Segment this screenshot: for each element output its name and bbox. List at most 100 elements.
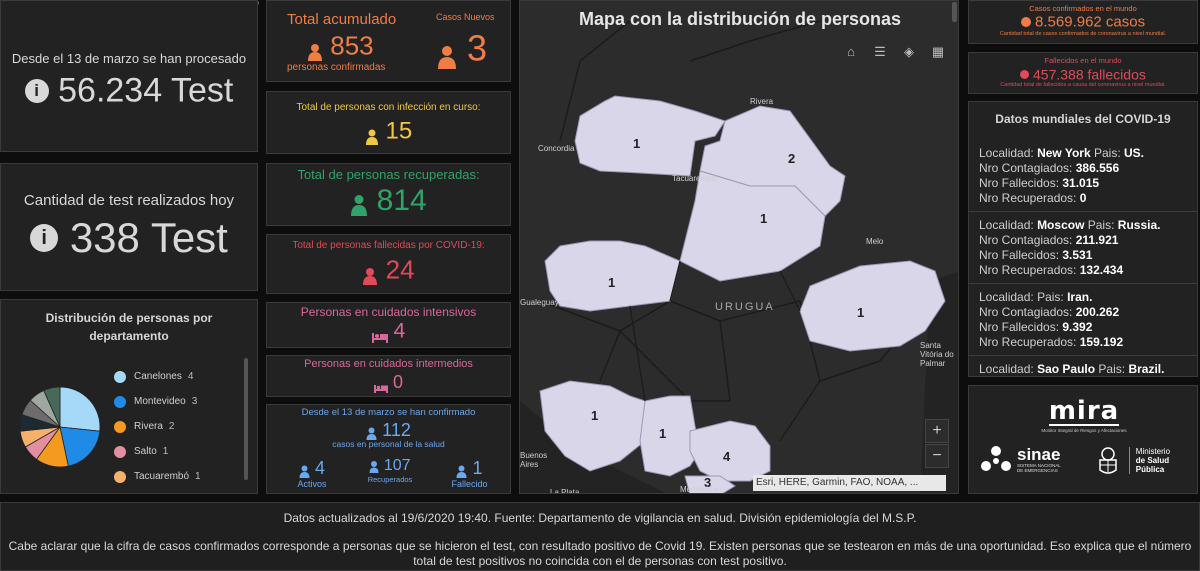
footer-panel: Datos actualizados al 19/6/2020 19:40. F… xyxy=(0,502,1200,571)
legend-value: 1 xyxy=(195,471,201,482)
legend-item[interactable]: Montevideo 3 xyxy=(114,389,239,414)
ministerio-line-1: Ministerio xyxy=(1135,446,1171,456)
ministerio-logo: Ministerio de Salud Pública xyxy=(1094,444,1197,476)
health-recovered-label: Recuperados xyxy=(367,475,413,485)
person-icon xyxy=(307,37,323,62)
country-label: URUGUA xyxy=(715,301,775,313)
distribution-legend: Canelones 4 Montevideo 3 Rivera 2 Salto 1 Tacuar… xyxy=(114,364,239,489)
sinae-logo-sub: SISTEMA NACIONAL DE EMERGENCIAS xyxy=(1017,462,1061,473)
new-cases-value: 3 xyxy=(467,27,488,69)
legend-item[interactable]: Salto 1 xyxy=(114,439,239,464)
recovered-card: Total de personas recuperadas: 814 xyxy=(266,163,511,226)
zoom-out-button[interactable]: − xyxy=(925,444,949,468)
map-title: Mapa con la distribución de personas xyxy=(578,9,902,29)
legend-list-icon[interactable]: ☰ xyxy=(874,44,886,59)
health-recovered-value: 107 xyxy=(383,457,411,474)
world-data-title: Datos mundiales del COVID-19 xyxy=(995,112,1171,126)
health-active-value: 4 xyxy=(315,457,326,478)
world-entry-country-label: Pais: xyxy=(1098,362,1126,376)
world-entry-locality-label: Localidad: xyxy=(979,290,1034,304)
person-icon xyxy=(350,190,368,217)
region-count[interactable]: 1 xyxy=(591,408,599,423)
pie-slice[interactable] xyxy=(59,426,101,467)
legend-value: 2 xyxy=(168,421,175,432)
world-entry-line: Nro Fallecidos: 9.392 xyxy=(979,320,1187,335)
active-infections-card: Total de personas con infección en curso… xyxy=(266,91,511,154)
legend-swatch xyxy=(114,470,126,483)
pie-slice[interactable] xyxy=(43,386,61,428)
legend-item[interactable]: Canelones 4 xyxy=(114,364,239,389)
world-confirmed-label: Casos confirmados en el mundo xyxy=(1029,4,1137,13)
region-count[interactable]: 4 xyxy=(723,449,731,464)
world-entry-country-label: Pais: xyxy=(1087,218,1115,232)
world-entry-locality-label: Localidad: xyxy=(979,146,1034,160)
health-staff-sub: casos en personal de la salud xyxy=(332,438,445,449)
distribution-panel: Distribución de personas por departament… xyxy=(0,299,258,494)
world-entry-recuperados-label: Nro Recuperados: xyxy=(979,191,1077,205)
legend-scrollbar[interactable] xyxy=(244,358,248,480)
region-tacuarembo xyxy=(679,170,826,282)
world-entry-contagiados-label: Nro Contagiados: xyxy=(979,305,1073,319)
world-entry-contagiados-label: Nro Contagiados: xyxy=(979,233,1073,247)
pie-slice[interactable] xyxy=(59,386,101,432)
region-count[interactable]: 1 xyxy=(659,426,667,441)
health-active-label: Activos xyxy=(297,478,327,489)
place-label: Tacuarembó xyxy=(672,174,717,183)
person-icon xyxy=(437,36,457,70)
world-entry-line: Localidad: New York Pais: US. xyxy=(979,146,1187,161)
legend-swatch xyxy=(114,370,126,383)
world-entry-line: Nro Contagiados: 386.556 xyxy=(979,161,1187,176)
total-cases-value: 853 xyxy=(330,30,374,61)
place-label: La Plata xyxy=(550,488,580,494)
region-count[interactable]: 1 xyxy=(608,275,616,290)
map-scrollbar[interactable] xyxy=(952,2,957,22)
world-entry-locality-label: Localidad: xyxy=(979,362,1034,376)
legend-swatch xyxy=(114,445,126,458)
footer-note: Cabe aclarar que la cifra de casos confi… xyxy=(8,539,1192,568)
world-entry: Localidad: Pais: Iran. Nro Contagiados: 2… xyxy=(969,284,1197,356)
legend-item[interactable]: Rivera 2 xyxy=(114,414,239,439)
world-data-list[interactable]: Localidad: New York Pais: US. Nro Contagi… xyxy=(969,140,1197,376)
legend-value: 3 xyxy=(191,396,198,407)
world-entry-line: Localidad: Pais: Iran. xyxy=(979,290,1187,305)
map-canvas[interactable] xyxy=(520,1,959,494)
region-montevideo xyxy=(684,475,736,493)
layers-icon[interactable]: ◈ xyxy=(904,44,914,59)
region-count[interactable]: 1 xyxy=(633,136,641,151)
world-entry-contagiados: 211.921 xyxy=(1075,233,1119,247)
world-entry: Localidad: New York Pais: US. Nro Contagi… xyxy=(969,140,1197,212)
region-count[interactable]: 2 xyxy=(788,151,796,166)
info-icon: i xyxy=(30,223,59,252)
legend-name: Salto xyxy=(134,446,157,457)
region-count[interactable]: 3 xyxy=(704,475,712,490)
person-icon xyxy=(366,424,377,440)
region-count[interactable]: 1 xyxy=(760,211,768,226)
health-staff-value: 112 xyxy=(382,419,411,440)
total-cases-label: Total acumulado xyxy=(287,11,397,28)
legend-item[interactable]: Tacuarembó 1 xyxy=(114,464,239,489)
home-icon[interactable]: ⌂ xyxy=(847,44,855,59)
distribution-pie-chart xyxy=(19,386,101,468)
world-deaths-note: Cantidad total de fallecidos a causa del… xyxy=(1000,82,1166,89)
mira-logo-text: mira xyxy=(1048,396,1120,426)
recovered-label: Total de personas recuperadas: xyxy=(297,167,480,182)
icu-card: Personas en cuidados intensivos 4 xyxy=(266,302,511,348)
region-artigas xyxy=(574,95,726,177)
world-entry-locality-label: Localidad: xyxy=(979,218,1034,232)
zoom-in-button[interactable]: + xyxy=(925,419,949,443)
region-count[interactable]: 1 xyxy=(857,305,865,320)
world-entry-fallecidos: 9.392 xyxy=(1062,320,1093,334)
world-confirmed-card: Casos confirmados en el mundo 8.569.962 … xyxy=(968,0,1198,44)
qr-code-icon[interactable]: ▦ xyxy=(931,44,945,59)
person-icon xyxy=(299,462,310,478)
legend-name: Tacuarembó xyxy=(134,471,190,482)
tests-processed-label: Desde el 13 de marzo se han procesado xyxy=(11,51,247,66)
world-entry-fallecidos-label: Nro Fallecidos: xyxy=(979,320,1060,334)
mira-logo: mira Monitor Integral de Riesgos y Afect… xyxy=(1029,398,1139,433)
world-entry-line: Nro Recuperados: 0 xyxy=(979,191,1187,206)
bed-icon xyxy=(373,377,388,394)
tests-processed-panel: Desde el 13 de marzo se han procesado i … xyxy=(0,0,258,152)
distribution-title-2: departamento xyxy=(89,329,169,343)
world-entry-line: Nro Recuperados: 132.434 xyxy=(979,263,1187,278)
